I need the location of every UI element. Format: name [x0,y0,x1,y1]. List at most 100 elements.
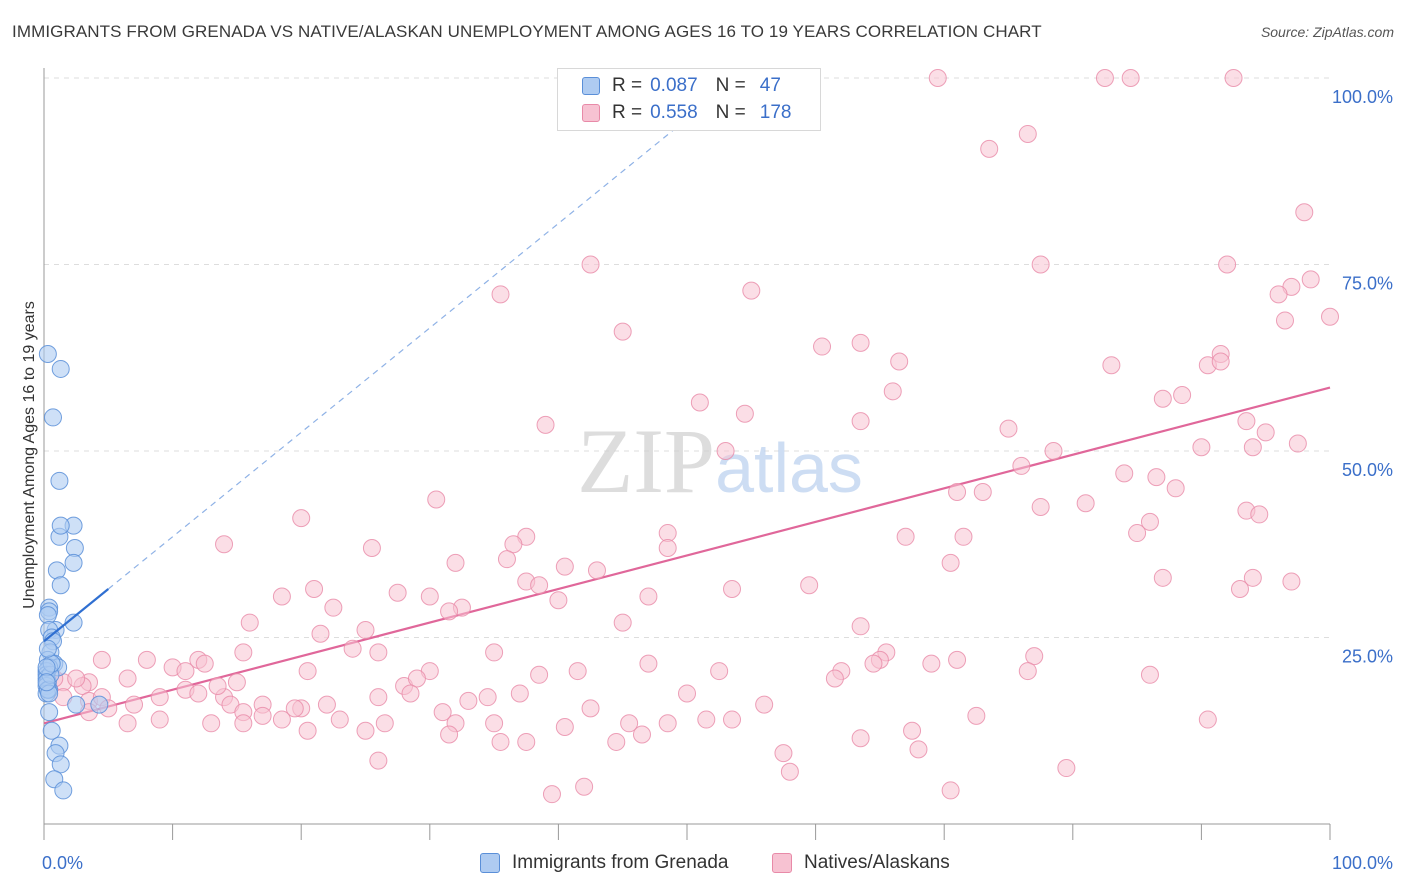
point-natives [568,662,587,681]
point-natives [440,602,459,621]
point-natives [1153,568,1172,587]
point-natives [999,419,1018,438]
pink-swatch [772,853,792,873]
point-natives [948,483,967,502]
point-natives [407,669,426,688]
point-natives [607,732,626,751]
point-natives [67,669,86,688]
point-natives [362,538,381,557]
point-natives [234,643,253,662]
x-tick-label: 100.0% [1332,853,1393,873]
point-natives [1102,356,1121,375]
point-natives [1057,759,1076,778]
point-natives [658,538,677,557]
point-grenada [44,408,63,427]
point-natives [1243,568,1262,587]
tick-labels: 25.0% 50.0% 75.0% 100.0% 0.0% 100.0% [42,87,1393,873]
point-natives [1121,69,1140,87]
point-grenada [42,721,61,740]
point-natives [420,587,439,606]
point-natives [356,721,375,740]
watermark-zip: ZIP [577,410,715,512]
point-natives [189,684,208,703]
point-natives [851,333,870,352]
point-natives [555,718,574,737]
point-natives [864,654,883,673]
point-grenada [37,673,56,692]
point-natives [485,714,504,733]
point-grenada [64,553,83,572]
point-grenada [90,695,109,714]
point-natives [639,587,658,606]
point-natives [1288,434,1307,453]
point-natives [1147,468,1166,487]
point-natives [1140,512,1159,531]
point-natives [118,714,137,733]
point-natives [343,639,362,658]
point-natives [716,442,735,460]
point-natives [1076,494,1095,513]
point-natives [150,688,169,707]
point-grenada [65,538,84,557]
legend-item-natives[interactable]: Natives/Alaskans [772,852,950,874]
n-value: 178 [759,102,792,123]
point-natives [542,785,561,804]
point-natives [427,490,446,509]
point-natives [1166,479,1185,498]
source-label: Source: ZipAtlas.com [1260,24,1394,40]
point-natives [253,706,272,725]
y-tick-label: 75.0% [1342,274,1393,294]
point-natives [678,684,696,703]
trend-grenada-extension [107,118,688,590]
point-natives [311,624,330,643]
point-natives [272,710,291,729]
point-natives [1140,665,1159,684]
point-natives [292,509,311,528]
point-natives [774,744,793,763]
point-natives [581,255,600,274]
point-natives [1128,524,1147,543]
point-natives [369,643,388,662]
point-grenada [51,576,70,595]
watermark-atlas: atlas [715,429,863,507]
point-natives [1115,464,1134,483]
y-tick-label: 50.0% [1342,460,1393,480]
watermark: ZIPatlas [577,410,863,512]
point-natives [272,587,291,606]
point-natives [941,553,960,572]
point-natives [1295,203,1314,222]
point-natives [202,714,221,733]
point-grenada [51,755,70,774]
point-natives [851,412,870,431]
legend-row-natives: R = 0.558 N = 178 [582,100,791,126]
point-natives [1230,580,1249,599]
point-natives [1031,497,1050,516]
point-natives [215,535,234,554]
point-natives [723,710,742,729]
point-natives [851,617,870,636]
point-grenada [64,613,83,632]
point-natives [1301,270,1320,289]
point-natives [909,740,928,759]
x-tick-label: 0.0% [42,853,83,873]
y-tick-label: 100.0% [1332,87,1393,107]
point-natives [536,415,555,434]
trend-grenada [43,588,109,643]
legend-item-grenada[interactable]: Immigrants from Grenada [480,852,728,874]
point-natives [1243,438,1262,457]
n-label: N = [715,75,746,96]
point-natives [478,688,497,707]
point-natives [948,650,967,669]
point-natives [440,725,459,744]
trend-lines [43,118,1331,725]
data-points [37,69,1339,804]
point-grenada [40,703,59,722]
point-natives [890,352,909,371]
point-natives [369,688,388,707]
point-natives [954,527,973,546]
point-natives [723,580,742,599]
point-natives [1018,124,1037,143]
point-natives [208,676,227,695]
point-grenada [38,345,57,364]
